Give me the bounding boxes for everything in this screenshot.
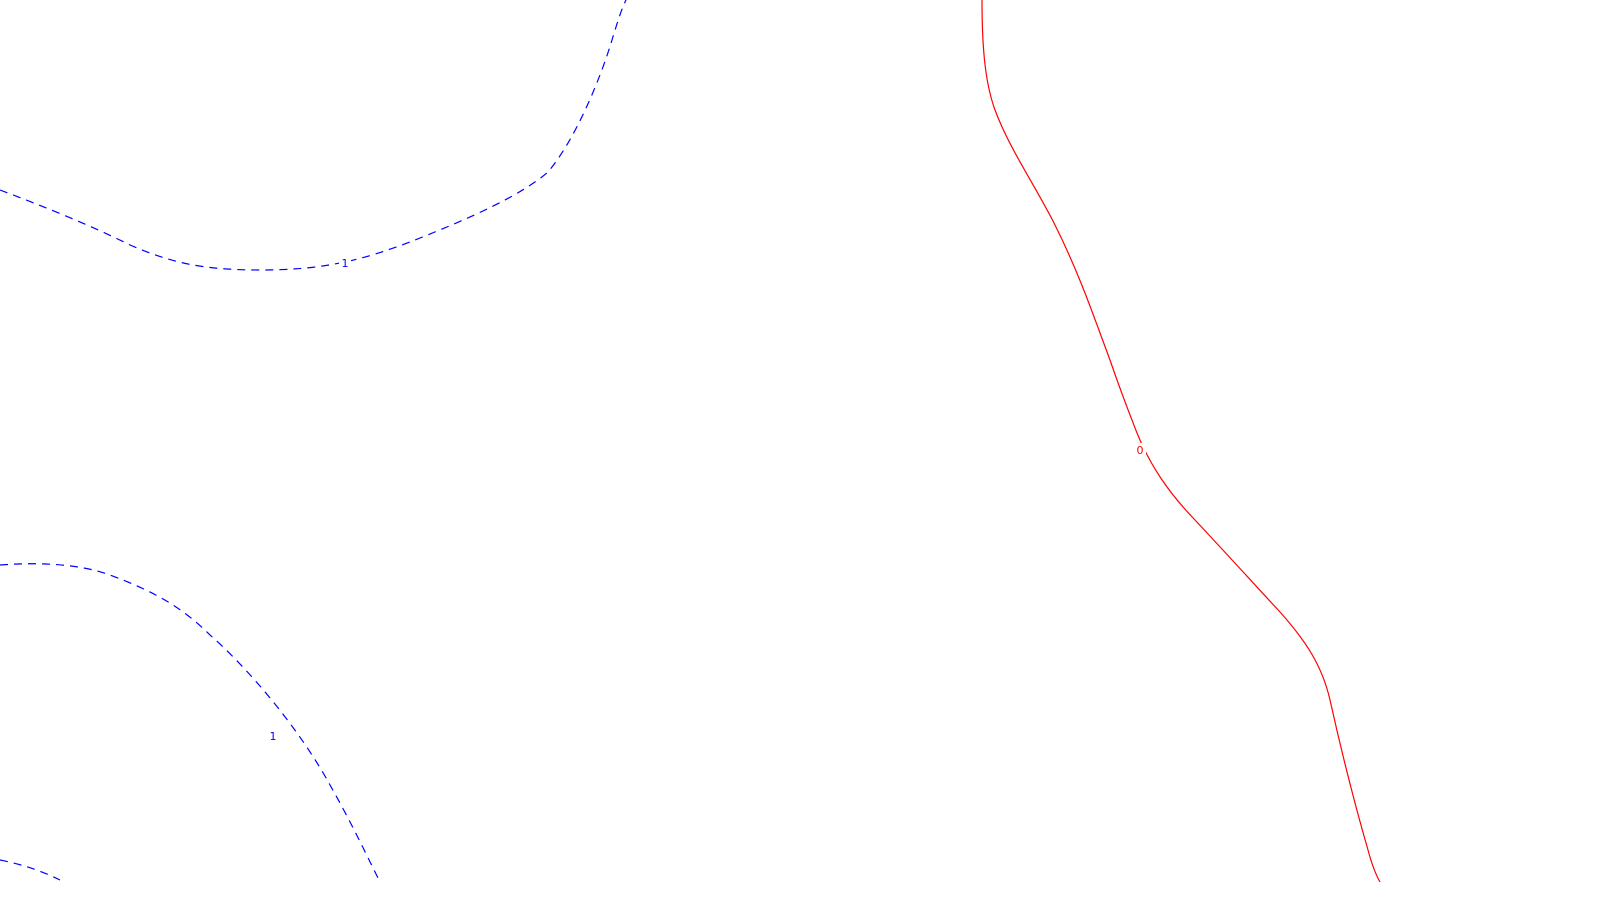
contour-level-1-lower-line [0, 563, 381, 883]
contour-level-1-corner-line [0, 859, 61, 881]
contour-level-1-upper-line [0, 0, 627, 271]
label-knockout [267, 729, 279, 742]
contour-label-1-lower: 1 [270, 730, 277, 743]
label-knockout [1134, 443, 1146, 456]
label-knockout [339, 256, 351, 269]
contour-lines [0, 0, 1381, 883]
contour-level-0-line [981, 0, 1381, 883]
contour-label-1-upper: 1 [342, 257, 349, 270]
contour-label-0: 0 [1137, 444, 1144, 457]
